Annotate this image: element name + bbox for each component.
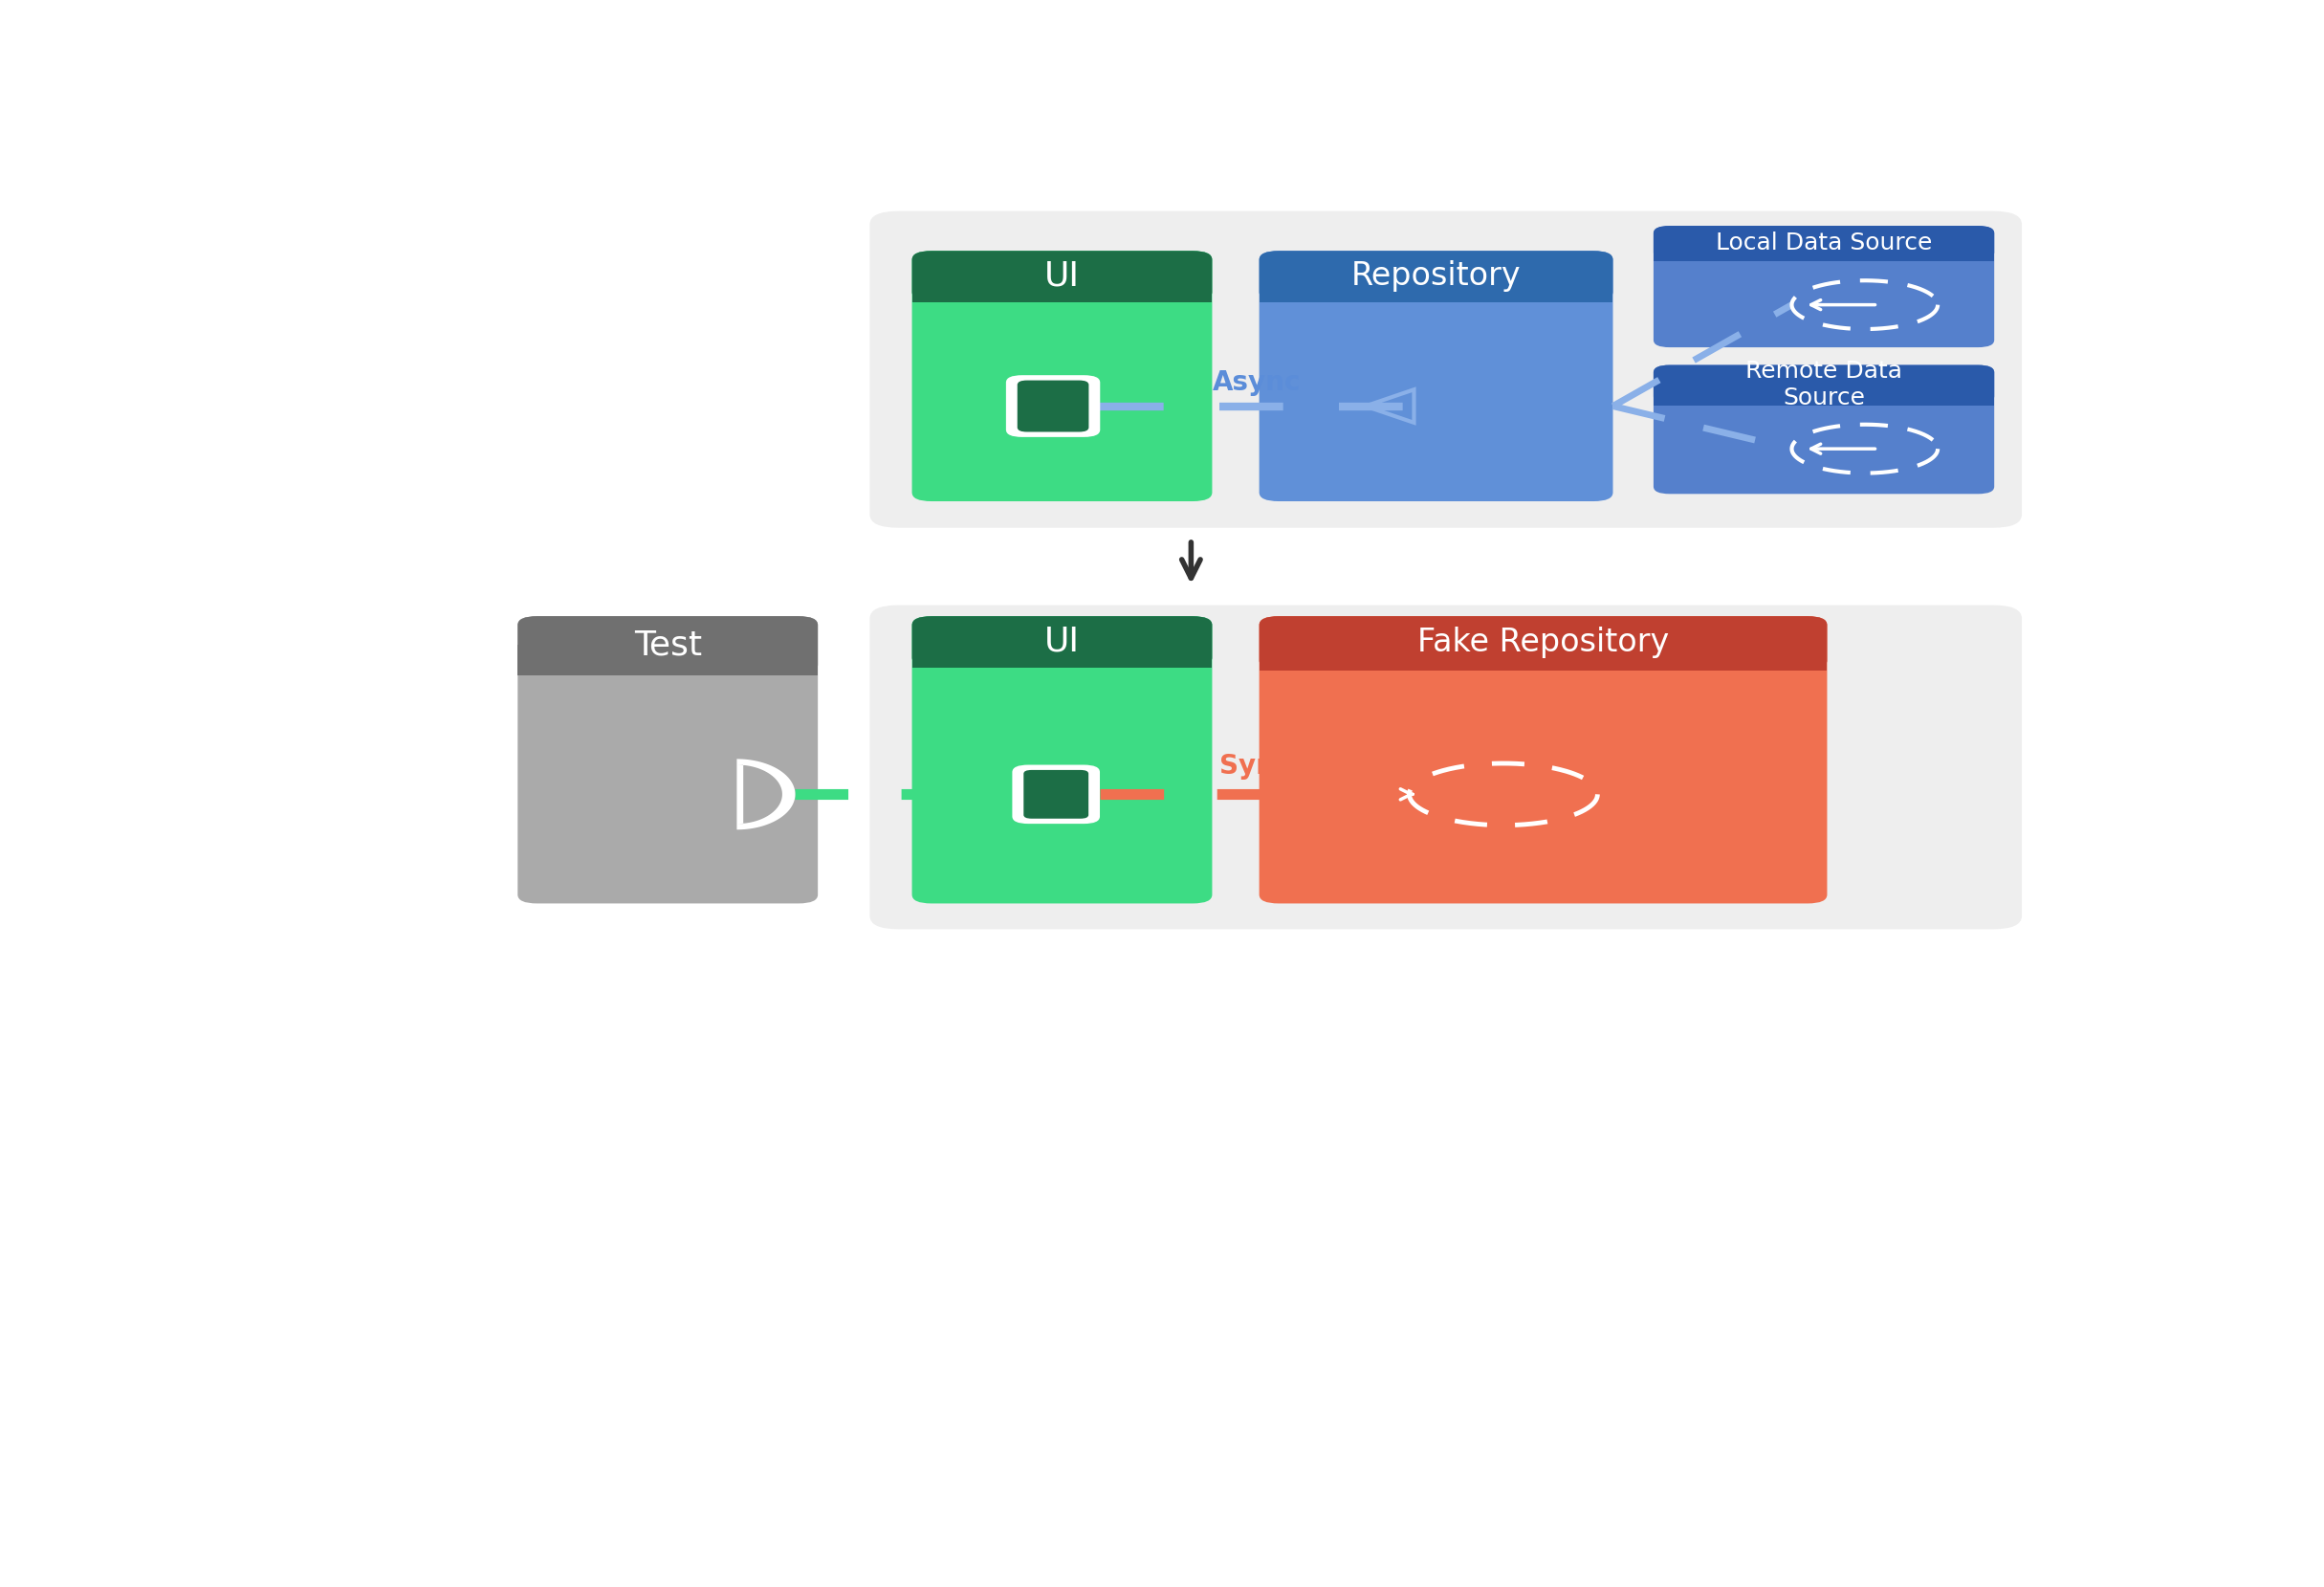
Text: UI: UI <box>1043 260 1081 292</box>
FancyBboxPatch shape <box>1652 225 1994 348</box>
FancyBboxPatch shape <box>1260 251 1613 302</box>
FancyBboxPatch shape <box>1260 616 1827 903</box>
Bar <box>518 644 818 674</box>
FancyBboxPatch shape <box>911 251 1213 501</box>
FancyBboxPatch shape <box>1652 365 1994 403</box>
Text: Fake Repository: Fake Repository <box>1418 627 1669 659</box>
Text: Remote Data
Source: Remote Data Source <box>1745 360 1903 409</box>
Text: Local Data Source: Local Data Source <box>1715 232 1931 254</box>
Polygon shape <box>737 759 795 830</box>
FancyBboxPatch shape <box>1006 375 1099 436</box>
Polygon shape <box>737 765 783 824</box>
FancyBboxPatch shape <box>518 616 818 903</box>
FancyBboxPatch shape <box>869 211 2022 528</box>
Bar <box>1652 243 1994 262</box>
FancyBboxPatch shape <box>1652 365 1994 494</box>
Bar <box>911 641 1213 668</box>
FancyBboxPatch shape <box>911 616 1213 667</box>
Text: Sync: Sync <box>1220 752 1290 779</box>
Bar <box>911 276 1213 303</box>
Text: UI: UI <box>1043 625 1081 657</box>
Text: Test: Test <box>634 628 702 662</box>
FancyBboxPatch shape <box>518 616 818 673</box>
Bar <box>1260 276 1613 303</box>
FancyBboxPatch shape <box>1260 251 1613 501</box>
Text: Repository: Repository <box>1350 260 1520 292</box>
Bar <box>1652 384 1994 405</box>
FancyBboxPatch shape <box>1018 381 1088 432</box>
FancyBboxPatch shape <box>911 616 1213 903</box>
FancyBboxPatch shape <box>869 605 2022 930</box>
FancyBboxPatch shape <box>1023 770 1088 819</box>
FancyBboxPatch shape <box>1260 616 1827 670</box>
FancyBboxPatch shape <box>1013 765 1099 824</box>
FancyBboxPatch shape <box>1652 225 1994 260</box>
Text: Async: Async <box>1213 368 1301 395</box>
Bar <box>1260 643 1827 671</box>
FancyBboxPatch shape <box>911 251 1213 302</box>
